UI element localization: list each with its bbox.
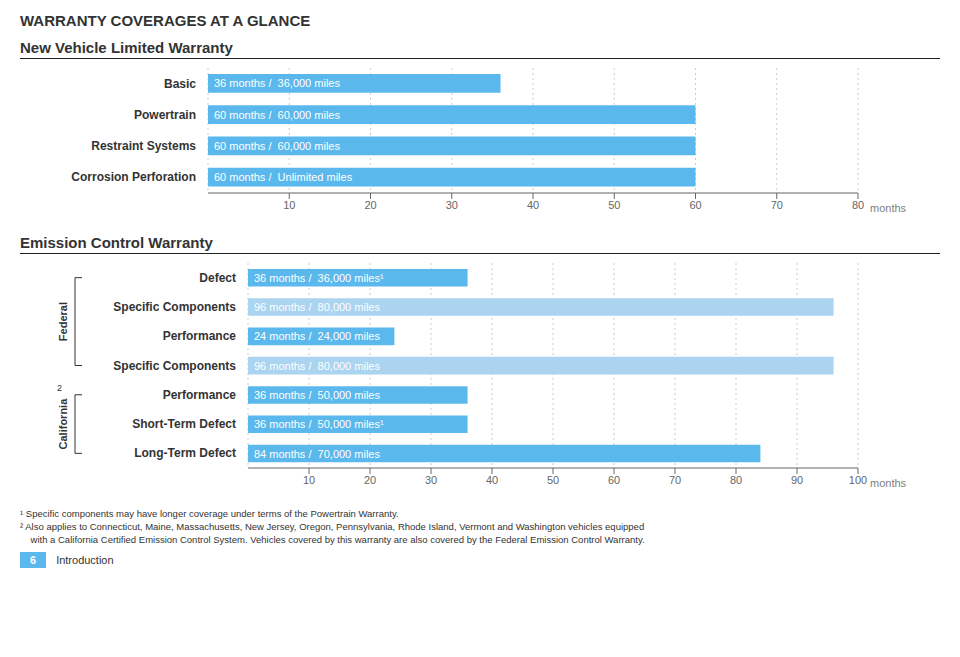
svg-text:70: 70 <box>771 199 783 211</box>
svg-text:Performance: Performance <box>163 329 237 343</box>
html-text:6: 6 <box>30 554 37 566</box>
svg-text:24 months / 24,000 miles: 24 months / 24,000 miles <box>254 330 380 342</box>
svg-text:10: 10 <box>303 474 315 486</box>
svg-text:Corrosion Perforation: Corrosion Perforation <box>71 170 196 184</box>
svg-text:2: 2 <box>57 383 62 393</box>
html-text:¹ Specific components may have: ¹ Specific components may have longer co… <box>20 508 399 519</box>
svg-text:36 months / 50,000 miles¹: 36 months / 50,000 miles¹ <box>254 418 384 430</box>
svg-text:96 months / 80,000 miles: 96 months / 80,000 miles <box>254 360 380 372</box>
svg-text:36 months / 50,000 miles: 36 months / 50,000 miles <box>254 389 380 401</box>
svg-text:50: 50 <box>608 199 620 211</box>
svg-text:60 months / Unlimited miles: 60 months / Unlimited miles <box>214 171 353 183</box>
svg-text:100: 100 <box>849 474 867 486</box>
html-text:² Also applies to Connecticut,: ² Also applies to Connecticut, Maine, Ma… <box>20 521 645 532</box>
svg-text:Restraint Systems: Restraint Systems <box>91 139 196 153</box>
svg-text:California: California <box>57 398 69 450</box>
svg-text:Specific Components: Specific Components <box>113 359 236 373</box>
svg-text:40: 40 <box>486 474 498 486</box>
svg-text:60 months / 60,000 miles: 60 months / 60,000 miles <box>214 109 340 121</box>
svg-text:Performance: Performance <box>163 388 237 402</box>
svg-text:Defect: Defect <box>199 271 236 285</box>
svg-text:30: 30 <box>425 474 437 486</box>
html-text:Emission Control Warranty: Emission Control Warranty <box>20 234 213 251</box>
html-text:Introduction: Introduction <box>56 554 114 566</box>
svg-text:20: 20 <box>364 474 376 486</box>
svg-text:36 months / 36,000 miles¹: 36 months / 36,000 miles¹ <box>254 272 384 284</box>
svg-text:60: 60 <box>608 474 620 486</box>
svg-text:90: 90 <box>791 474 803 486</box>
svg-text:60: 60 <box>689 199 701 211</box>
html-text:WARRANTY COVERAGES AT A GLANCE: WARRANTY COVERAGES AT A GLANCE <box>20 12 311 29</box>
svg-text:months: months <box>870 202 907 214</box>
svg-text:Basic: Basic <box>164 77 196 91</box>
svg-text:80: 80 <box>730 474 742 486</box>
svg-text:80: 80 <box>852 199 864 211</box>
svg-text:Powertrain: Powertrain <box>134 108 196 122</box>
svg-text:Long-Term Defect: Long-Term Defect <box>134 446 236 460</box>
svg-text:30: 30 <box>446 199 458 211</box>
html-text:with a California Certified Em: with a California Certified Emission Con… <box>20 534 645 545</box>
svg-text:36 months / 36,000 miles: 36 months / 36,000 miles <box>214 77 340 89</box>
svg-text:months: months <box>870 477 907 489</box>
svg-text:20: 20 <box>364 199 376 211</box>
svg-text:Federal: Federal <box>57 302 69 341</box>
svg-text:60 months / 60,000 miles: 60 months / 60,000 miles <box>214 140 340 152</box>
svg-text:10: 10 <box>283 199 295 211</box>
svg-text:Short-Term Defect: Short-Term Defect <box>132 417 236 431</box>
svg-text:40: 40 <box>527 199 539 211</box>
svg-text:96 months / 80,000 miles: 96 months / 80,000 miles <box>254 301 380 313</box>
svg-text:Specific Components: Specific Components <box>113 300 236 314</box>
svg-text:50: 50 <box>547 474 559 486</box>
html-text:New Vehicle Limited Warranty: New Vehicle Limited Warranty <box>20 39 233 56</box>
svg-text:70: 70 <box>669 474 681 486</box>
svg-text:84 months / 70,000 miles: 84 months / 70,000 miles <box>254 448 380 460</box>
